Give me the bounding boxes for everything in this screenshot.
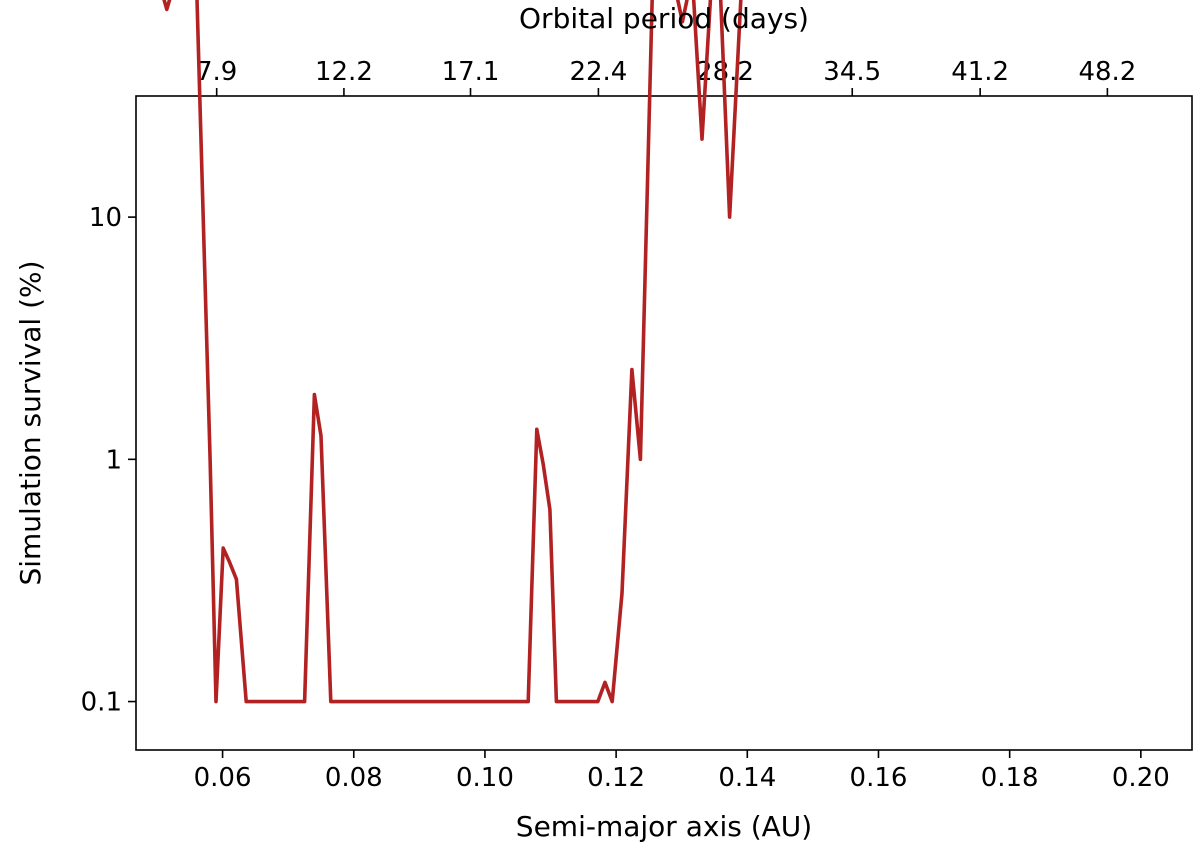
series-layer [162,0,743,704]
x-tick-label: 0.06 [194,763,252,793]
top-tick-label: 17.1 [442,57,500,87]
top-tick-label: 48.2 [1078,57,1136,87]
x-tick-label: 0.14 [718,763,776,793]
x-tick-label: 0.10 [456,763,514,793]
x-tick-label: 0.08 [325,763,383,793]
plot-frame [135,95,1193,751]
top-axis-title: Orbital period (days) [519,2,809,35]
y-tick-label: 10 [89,203,122,233]
top-tick-label: 22.4 [569,57,627,87]
x-tick-label: 0.20 [1112,763,1170,793]
x-tick-label: 0.18 [981,763,1039,793]
y-tick-label: 1 [105,445,122,475]
top-tick-label: 34.5 [823,57,881,87]
top-axis-ticks: 7.9 12.2 17.1 22.4 28.2 34.5 41.2 48.2 [196,57,1136,96]
x-axis-ticks: 0.06 0.08 0.10 0.12 0.14 0.16 0.18 0.20 [194,750,1170,793]
top-tick-label: 41.2 [951,57,1009,87]
y-axis-title: Simulation survival (%) [14,260,47,585]
y-tick-label: 0.1 [81,688,122,718]
x-tick-label: 0.16 [850,763,908,793]
x-axis-title: Semi-major axis (AU) [516,810,812,843]
top-tick-label: 7.9 [196,57,237,87]
survival-series-line [162,0,743,704]
x-tick-label: 0.12 [587,763,645,793]
y-axis-ticks: 0.1110100 [81,203,136,718]
top-tick-label: 12.2 [315,57,373,87]
